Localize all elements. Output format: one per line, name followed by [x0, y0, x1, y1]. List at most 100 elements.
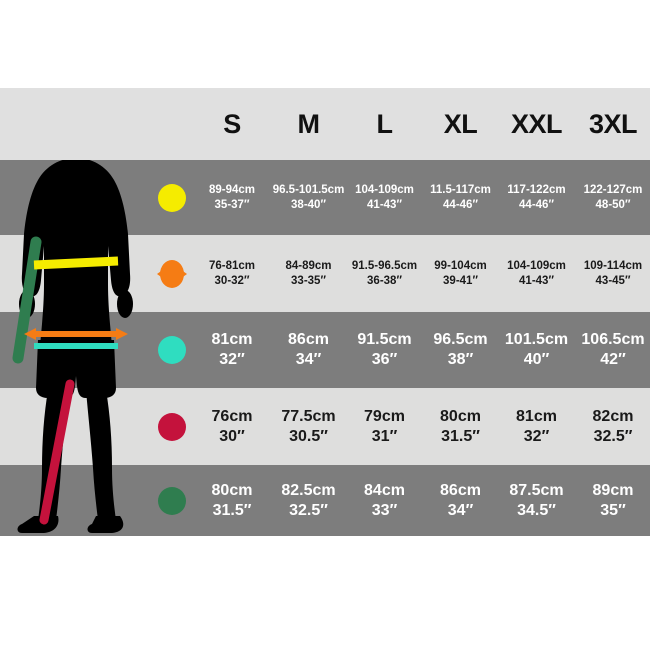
measurement-value: 79cm 31″ — [348, 388, 421, 465]
header-size-m: M — [272, 88, 345, 160]
value-cm: 117-122cm — [507, 184, 566, 197]
measurement-value: 76cm 30″ — [195, 388, 269, 465]
measurement-value: 89-94cm 35-37″ — [195, 160, 269, 235]
value-cm: 86cm — [288, 331, 329, 349]
cell-inseam-m: 77.5cm 30.5″ — [272, 388, 345, 465]
measurement-value: 91.5cm 36″ — [348, 312, 421, 388]
value-inches: 44-46″ — [443, 198, 478, 211]
header-size-l: L — [348, 88, 421, 160]
cell-sleeve-3xl: 89cm 35″ — [576, 465, 650, 536]
value-cm: 104-109cm — [355, 184, 414, 197]
value-inches: 32″ — [523, 427, 550, 445]
sleeve-line — [12, 236, 42, 364]
value-cm: 89-94cm — [208, 184, 256, 197]
measurement-value: 104-109cm 41-43″ — [348, 160, 421, 235]
marker-cell-sleeve — [152, 465, 192, 536]
measurement-value: 11.5-117cm 44-46″ — [424, 160, 497, 235]
value-inches: 41-43″ — [367, 198, 402, 211]
measurement-value: 80cm 31.5″ — [424, 388, 497, 465]
measurement-value: 106.5cm 42″ — [576, 312, 650, 388]
value-inches: 32″ — [219, 351, 245, 368]
cell-hip-xl: 96.5cm 38″ — [424, 312, 497, 388]
measurement-value: 86cm 34″ — [424, 465, 497, 536]
cell-chest-xxl: 117-122cm 44-46″ — [500, 160, 573, 235]
cell-inseam-l: 79cm 31″ — [348, 388, 421, 465]
header-size-label: S — [223, 108, 241, 139]
value-inches: 38-40″ — [291, 198, 326, 211]
measurement-value: 84cm 33″ — [348, 465, 421, 536]
measurement-value: 89cm 35″ — [576, 465, 650, 536]
waist-line — [24, 328, 128, 340]
value-cm: 79cm — [364, 407, 405, 425]
measurement-value: 82cm 32.5″ — [576, 388, 650, 465]
marker-cell-waist — [152, 235, 192, 312]
measurement-value: 76-81cm 30-32″ — [195, 235, 269, 312]
value-inches: 36″ — [371, 351, 398, 368]
value-cm: 80cm — [440, 407, 481, 425]
cell-waist-l: 91.5-96.5cm 36-38″ — [348, 235, 421, 312]
value-cm: 81cm — [211, 331, 253, 349]
header-size-3xl: 3XL — [576, 88, 650, 160]
cell-waist-xl: 99-104cm 39-41″ — [424, 235, 497, 312]
orange-dot — [157, 259, 187, 288]
value-cm: 82cm — [592, 407, 634, 425]
measurement-value: 109-114cm 43-45″ — [576, 235, 650, 312]
cell-hip-xxl: 101.5cm 40″ — [500, 312, 573, 388]
value-inches: 32.5″ — [289, 501, 328, 519]
value-cm: 11.5-117cm — [430, 184, 491, 197]
cell-chest-xl: 11.5-117cm 44-46″ — [424, 160, 497, 235]
value-inches: 35″ — [600, 501, 626, 519]
cell-inseam-xl: 80cm 31.5″ — [424, 388, 497, 465]
measurement-value: 117-122cm 44-46″ — [500, 160, 573, 235]
header-size-label: XL — [443, 108, 478, 139]
value-inches: 32.5″ — [593, 427, 633, 445]
value-inches: 43-45″ — [595, 274, 631, 287]
value-cm: 96.5-101.5cm — [272, 184, 345, 197]
value-inches: 30″ — [219, 427, 245, 445]
cell-waist-m: 84-89cm 33-35″ — [272, 235, 345, 312]
value-cm: 106.5cm — [581, 331, 645, 349]
value-cm: 77.5cm — [281, 407, 336, 425]
body-figure-illustration — [0, 88, 152, 536]
cell-chest-l: 104-109cm 41-43″ — [348, 160, 421, 235]
value-cm: 96.5cm — [433, 331, 488, 349]
measurement-value: 87.5cm 34.5″ — [500, 465, 573, 536]
header-size-label: 3XL — [588, 108, 638, 139]
measurement-value: 96.5-101.5cm 38-40″ — [272, 160, 345, 235]
header-size-s: S — [195, 88, 269, 160]
header-size-label: M — [297, 108, 321, 139]
cell-sleeve-xl: 86cm 34″ — [424, 465, 497, 536]
value-inches: 30-32″ — [214, 274, 250, 287]
value-inches: 38″ — [447, 351, 474, 368]
cell-inseam-xxl: 81cm 32″ — [500, 388, 573, 465]
measurement-value: 99-104cm 39-41″ — [424, 235, 497, 312]
value-cm: 84cm — [364, 481, 405, 499]
measurement-value: 84-89cm 33-35″ — [272, 235, 345, 312]
marker-cell-hip — [152, 312, 192, 388]
header-size-label: XXL — [510, 108, 563, 139]
value-cm: 87.5cm — [509, 481, 564, 499]
value-inches: 36-38″ — [367, 274, 402, 287]
value-inches: 41-43″ — [519, 274, 554, 287]
value-inches: 30.5″ — [289, 427, 328, 445]
header-corner-cell — [0, 88, 150, 160]
value-cm: 84-89cm — [285, 260, 332, 273]
cell-sleeve-l: 84cm 33″ — [348, 465, 421, 536]
cell-chest-s: 89-94cm 35-37″ — [195, 160, 269, 235]
cell-inseam-3xl: 82cm 32.5″ — [576, 388, 650, 465]
value-cm: 82.5cm — [281, 481, 336, 499]
value-cm: 76-81cm — [208, 260, 256, 273]
measurement-value: 86cm 34″ — [272, 312, 345, 388]
header-size-label: L — [376, 108, 394, 139]
value-inches: 31.5″ — [441, 427, 480, 445]
value-inches: 34″ — [295, 351, 322, 368]
value-cm: 89cm — [592, 481, 634, 499]
value-cm: 109-114cm — [583, 260, 643, 273]
value-inches: 40″ — [523, 351, 550, 368]
value-inches: 31.5″ — [212, 501, 252, 519]
measurement-value: 122-127cm 48-50″ — [576, 160, 650, 235]
measurement-value: 80cm 31.5″ — [195, 465, 269, 536]
value-cm: 101.5cm — [504, 331, 569, 349]
cell-hip-s: 81cm 32″ — [195, 312, 269, 388]
chest-line — [33, 256, 119, 270]
